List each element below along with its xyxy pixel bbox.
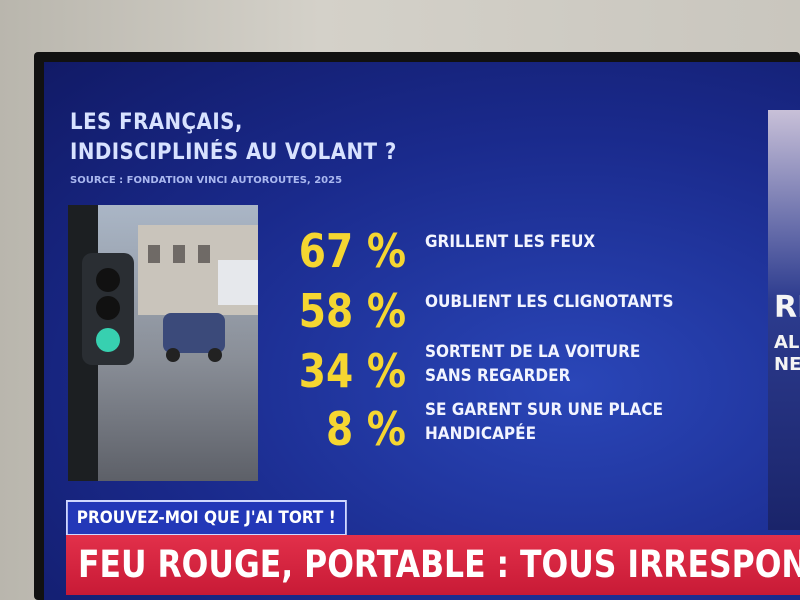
side-fragment: RE [774, 290, 800, 325]
source: SOURCE : FONDATION VINCI AUTOROUTES, 202… [70, 175, 343, 186]
photo [68, 205, 258, 481]
stat-label: GRILLENT LES FEUX [425, 232, 596, 252]
side-panel: RE AL NEI [768, 110, 800, 530]
stat-value: 8 % [325, 402, 406, 456]
headline-banner: FEU ROUGE, PORTABLE : TOUS IRRESPONSAB [66, 535, 800, 595]
stat-label: OUBLIENT LES CLIGNOTANTS [425, 292, 674, 312]
stat-value: 67 % [298, 224, 406, 278]
stat-label: HANDICAPÉE [425, 424, 537, 444]
stat-label: SE GARENT SUR UNE PLACE [425, 400, 664, 420]
stat-value: 34 % [298, 344, 406, 398]
stat-label: SANS REGARDER [425, 366, 571, 386]
stat-label: SORTENT DE LA VOITURE [425, 342, 641, 362]
tv-screen: LES FRANÇAIS, INDISCIPLINÉS AU VOLANT ? … [44, 62, 800, 600]
title-line: LES FRANÇAIS, [70, 110, 243, 135]
title-line: INDISCIPLINÉS AU VOLANT ? [70, 140, 397, 165]
show-name: PROUVEZ-MOI QUE J'AI TORT ! [66, 500, 347, 536]
stat-value: 58 % [298, 284, 406, 338]
side-fragment: AL [774, 332, 800, 353]
headline: FEU ROUGE, PORTABLE : TOUS IRRESPONSAB [78, 543, 800, 586]
side-fragment: NEI [774, 354, 800, 375]
photo-drawing [68, 205, 258, 481]
